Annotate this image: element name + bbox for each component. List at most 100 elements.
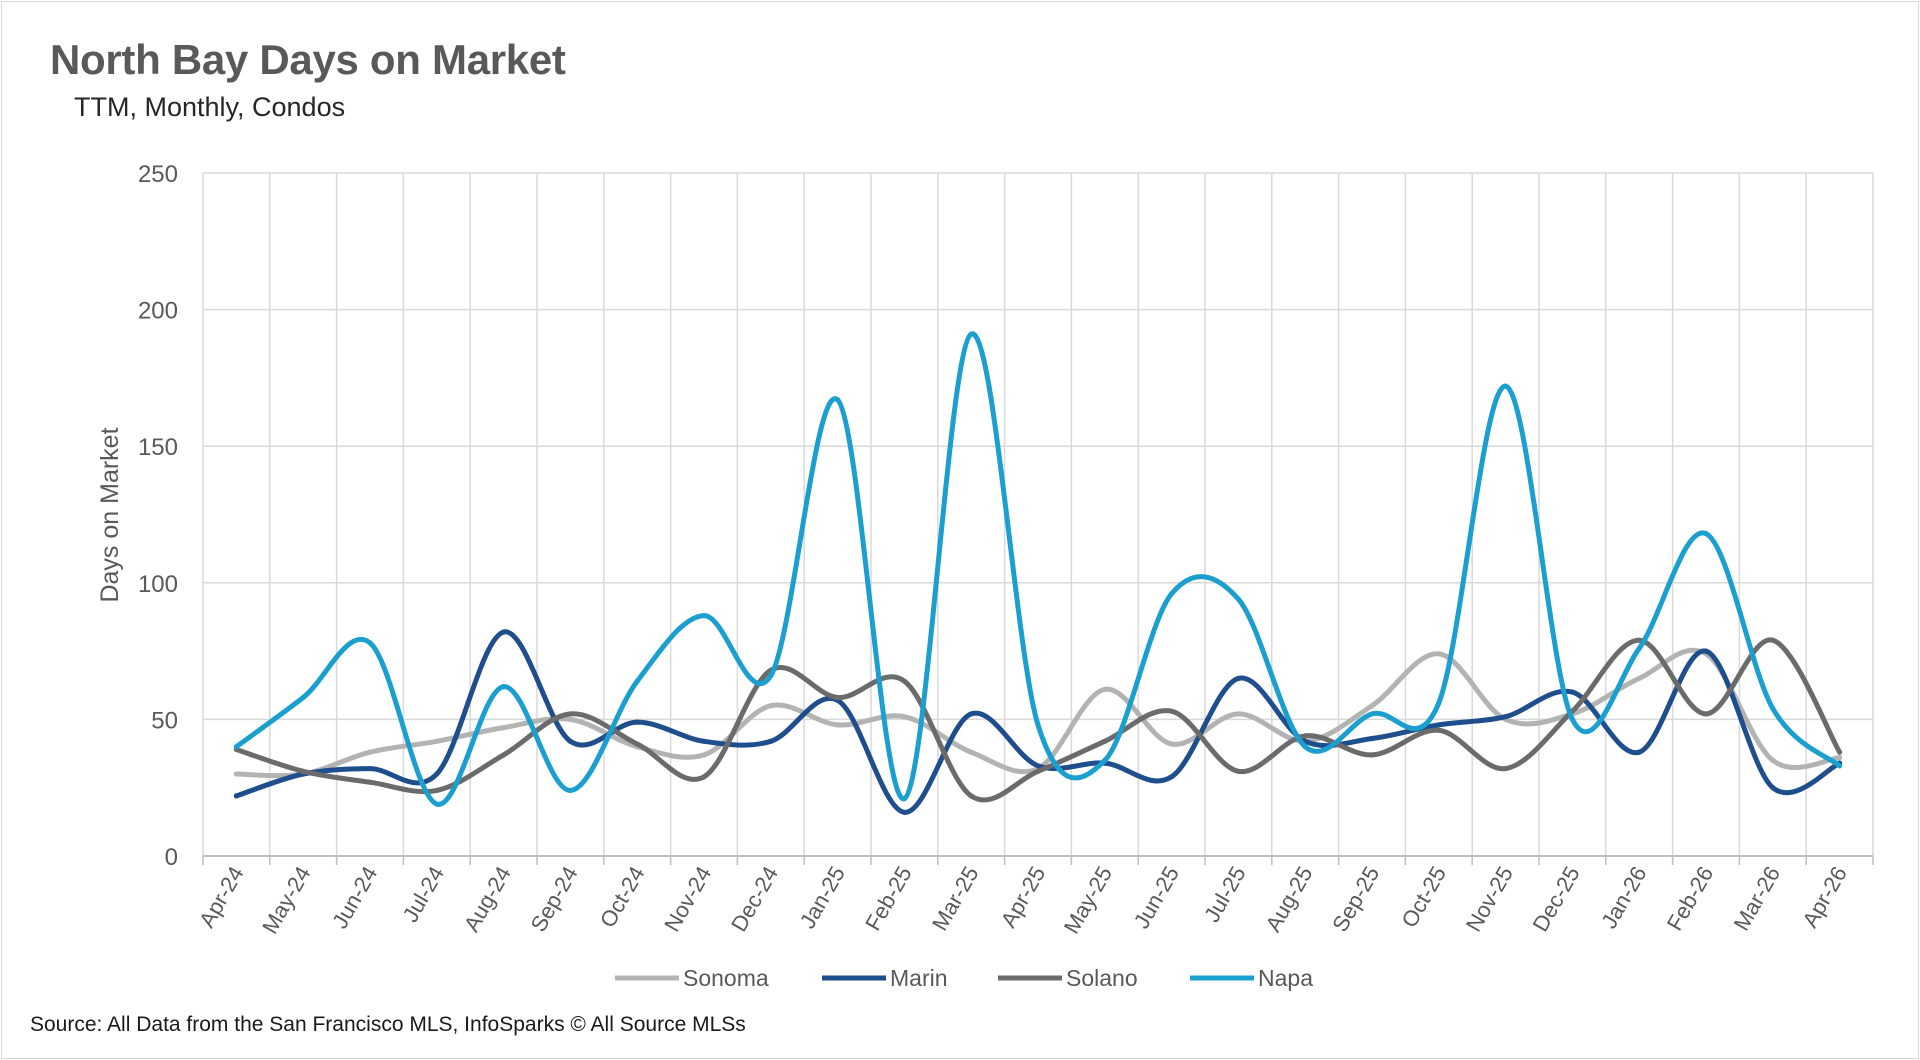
x-tick-label: May-25: [1059, 862, 1117, 938]
data-point-sonoma: [567, 716, 574, 723]
data-point-solano: [1235, 768, 1241, 774]
x-tick-label: May-24: [257, 862, 315, 938]
source-note: Source: All Data from the San Francisco …: [30, 1013, 746, 1036]
data-point-marin: [1235, 675, 1241, 682]
x-tick-label: Apr-25: [996, 862, 1051, 932]
data-point-sonoma: [1369, 703, 1375, 709]
data-point-napa: [1035, 722, 1041, 728]
legend-label-solano: Solano: [1066, 965, 1138, 991]
x-tick-label: Feb-25: [860, 862, 917, 935]
data-point-solano: [701, 774, 707, 780]
data-point-napa: [1302, 744, 1308, 750]
data-point-sonoma: [701, 752, 707, 758]
data-point-marin: [1436, 722, 1442, 728]
x-tick-label: Nov-24: [659, 862, 716, 936]
data-point-solano: [1636, 637, 1642, 643]
x-tick-label: Sep-24: [526, 862, 583, 936]
data-point-solano: [634, 741, 640, 747]
data-point-marin: [367, 765, 373, 772]
data-point-sonoma: [1102, 686, 1108, 692]
x-tick-label: Oct-25: [1396, 862, 1451, 932]
data-point-napa: [501, 684, 507, 690]
data-point-napa: [567, 787, 574, 794]
data-point-napa: [367, 640, 373, 646]
data-point-sonoma: [501, 724, 507, 731]
data-point-napa: [835, 397, 841, 403]
x-tick-label: Dec-24: [726, 862, 783, 936]
data-point-napa: [701, 612, 707, 619]
x-tick-label: Apr-24: [194, 862, 249, 932]
y-tick-label: 250: [138, 161, 178, 188]
data-point-solano: [1503, 765, 1509, 772]
data-point-marin: [233, 793, 239, 799]
data-point-solano: [1035, 768, 1041, 774]
x-tick-label: Sep-25: [1327, 862, 1384, 936]
data-point-solano: [1102, 738, 1108, 744]
data-point-napa: [1703, 531, 1709, 537]
y-axis-ticks: 0 50 100 150 200 250: [138, 161, 178, 871]
data-point-marin: [501, 629, 507, 635]
data-point-marin: [1569, 689, 1575, 695]
data-point-marin: [1369, 735, 1375, 742]
data-point-marin: [634, 719, 640, 725]
x-axis-ticks: Apr-24 May-24 Jun-24 Jul-24 Aug-24 Sep-24 Oct-…: [194, 862, 1852, 938]
x-tick-label: Apr-26: [1797, 862, 1852, 932]
chart-legend: Sonoma Marin Solano Napa: [615, 965, 1313, 991]
y-tick-label: 100: [138, 571, 178, 598]
data-point-napa: [233, 744, 239, 750]
data-point-sonoma: [367, 749, 373, 755]
data-point-sonoma: [768, 703, 774, 709]
data-point-sonoma: [1235, 711, 1241, 717]
data-point-napa: [434, 801, 440, 807]
data-point-marin: [768, 738, 774, 744]
data-point-marin: [1169, 774, 1175, 780]
data-point-napa: [768, 673, 774, 679]
data-point-solano: [1169, 708, 1175, 714]
x-tick-label: Jan-25: [795, 862, 850, 933]
data-point-sonoma: [233, 771, 239, 777]
data-point-napa: [1436, 700, 1442, 706]
legend-label-napa: Napa: [1258, 965, 1313, 991]
data-point-napa: [1503, 383, 1509, 389]
data-point-marin: [701, 738, 707, 744]
data-point-solano: [567, 711, 574, 717]
y-tick-label: 150: [138, 434, 178, 461]
data-point-marin: [1636, 749, 1642, 755]
x-tick-label: Oct-24: [595, 862, 650, 932]
data-point-solano: [501, 752, 507, 758]
data-point-napa: [300, 694, 306, 701]
data-point-sonoma: [901, 714, 908, 720]
data-point-solano: [1703, 711, 1709, 717]
data-point-napa: [968, 331, 974, 337]
chart-title: North Bay Days on Market: [50, 36, 566, 83]
data-point-solano: [968, 793, 974, 799]
data-point-napa: [1169, 591, 1175, 597]
chart-series: [233, 331, 1843, 815]
data-point-solano: [901, 678, 908, 684]
legend-label-sonoma: Sonoma: [683, 965, 769, 991]
data-point-solano: [1436, 727, 1442, 733]
data-point-napa: [634, 678, 640, 684]
data-point-marin: [434, 771, 440, 777]
y-axis-label: Days on Market: [96, 427, 124, 602]
data-point-sonoma: [968, 749, 974, 755]
data-point-sonoma: [835, 722, 841, 728]
data-point-solano: [434, 787, 440, 794]
data-point-solano: [1770, 637, 1776, 643]
data-point-solano: [835, 694, 841, 701]
data-point-sonoma: [1436, 651, 1442, 657]
data-point-napa: [1369, 711, 1375, 717]
chart-axes: [202, 855, 1874, 865]
x-tick-label: Mar-25: [927, 862, 983, 935]
chart-grid: [202, 172, 1874, 856]
data-point-marin: [1503, 714, 1509, 720]
data-point-marin: [1770, 785, 1776, 791]
data-point-sonoma: [1770, 757, 1776, 763]
data-point-napa: [1837, 763, 1843, 769]
data-point-marin: [1703, 648, 1709, 654]
x-tick-label: Nov-25: [1461, 862, 1518, 936]
x-tick-label: Jul-25: [1199, 862, 1251, 926]
data-point-solano: [1369, 752, 1375, 758]
